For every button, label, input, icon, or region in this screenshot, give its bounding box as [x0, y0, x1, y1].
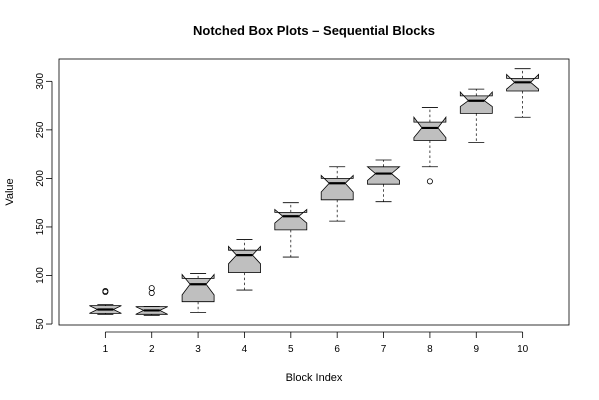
x-tick-label: 2 [149, 344, 155, 355]
box-body [320, 174, 354, 201]
y-tick-label: 150 [35, 218, 46, 235]
y-tick-label: 100 [35, 267, 46, 284]
x-tick-label: 6 [334, 344, 340, 355]
box-7 [366, 159, 401, 203]
x-tick-label: 3 [195, 344, 201, 355]
box-1 [89, 288, 122, 315]
box-body [366, 166, 401, 185]
x-tick-label: 10 [517, 344, 529, 355]
box-3 [181, 273, 215, 313]
x-tick-label: 1 [103, 344, 109, 355]
x-axis: 1 2 3 4 5 6 7 8 9 10 [103, 331, 529, 355]
x-tick-label: 8 [427, 344, 433, 355]
box-6 [320, 166, 354, 222]
plot-frame [58, 58, 570, 326]
box-2 [135, 285, 168, 316]
y-tick-label: 250 [35, 121, 46, 138]
box-4 [228, 239, 261, 291]
box-5 [274, 202, 308, 258]
box-10 [506, 68, 539, 118]
chart-title: Notched Box Plots – Sequential Blocks [193, 23, 435, 38]
outlier-point [148, 289, 155, 296]
box-body [459, 90, 493, 114]
box-body [228, 245, 261, 274]
x-axis-label: Block Index [286, 372, 343, 384]
outlier-point [102, 288, 109, 295]
box-body [181, 273, 215, 303]
x-tick-label: 9 [473, 344, 479, 355]
box-8 [413, 107, 447, 185]
y-tick-label: 200 [35, 170, 46, 187]
box-body [274, 208, 308, 231]
x-tick-label: 5 [288, 344, 294, 355]
y-tick-label: 50 [35, 318, 46, 330]
outlier-point [426, 178, 433, 185]
y-axis: 50 100 150 200 250 300 [35, 73, 53, 330]
outlier-point [148, 285, 155, 292]
x-tick-label: 4 [242, 344, 248, 355]
box-series [89, 68, 539, 316]
y-tick-label: 300 [35, 73, 46, 90]
y-axis-label: Value [4, 178, 16, 205]
box-9 [459, 88, 493, 143]
x-tick-label: 7 [381, 344, 387, 355]
